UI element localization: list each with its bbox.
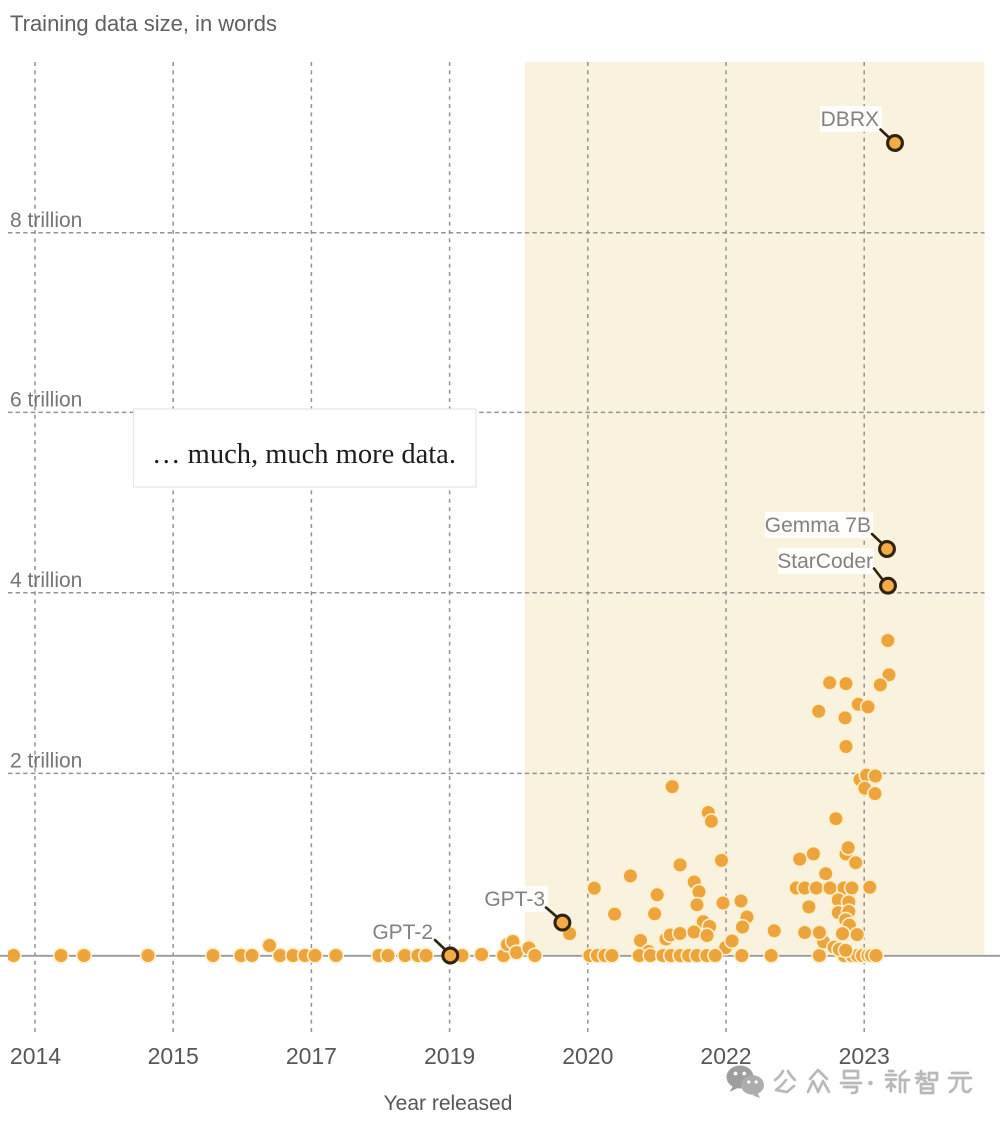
svg-text:2015: 2015 xyxy=(148,1043,199,1069)
svg-text:2017: 2017 xyxy=(286,1043,337,1069)
svg-text:StarCoder: StarCoder xyxy=(777,550,873,573)
svg-text:2022: 2022 xyxy=(700,1043,751,1069)
svg-text:Gemma 7B: Gemma 7B xyxy=(765,514,871,537)
svg-text:2023: 2023 xyxy=(839,1043,890,1069)
svg-text:Training data size, in words: Training data size, in words xyxy=(10,11,277,36)
svg-text:… much, much more data.: … much, much more data. xyxy=(152,439,456,470)
svg-text:2014: 2014 xyxy=(10,1043,61,1069)
svg-text:2 trillion: 2 trillion xyxy=(10,750,82,773)
svg-text:8 trillion: 8 trillion xyxy=(10,209,82,232)
svg-text:DBRX: DBRX xyxy=(821,108,879,131)
svg-text:GPT-3: GPT-3 xyxy=(484,888,545,911)
svg-text:6 trillion: 6 trillion xyxy=(10,389,82,412)
svg-text:GPT-2: GPT-2 xyxy=(372,921,433,944)
svg-text:2019: 2019 xyxy=(424,1043,475,1069)
svg-text:2020: 2020 xyxy=(562,1043,613,1069)
svg-text:Year released: Year released xyxy=(384,1092,513,1115)
svg-text:4 trillion: 4 trillion xyxy=(10,569,82,592)
